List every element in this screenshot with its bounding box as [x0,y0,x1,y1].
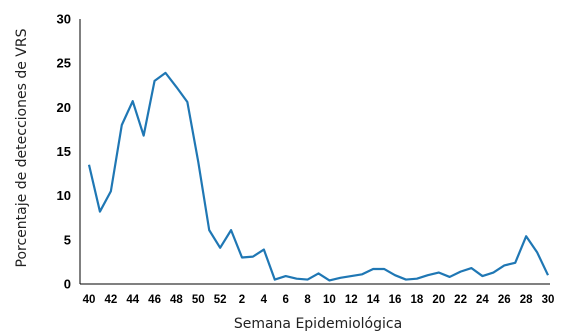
y-tick-label: 15 [57,144,71,159]
x-tick-label: 6 [283,294,289,306]
x-tick-label: 26 [498,294,511,306]
y-tick-label: 25 [57,56,71,71]
x-tick-label: 16 [389,294,402,306]
x-tick-label: 52 [214,294,227,306]
y-tick-label: 10 [57,188,71,203]
x-tick-label: 10 [323,294,336,306]
x-tick-label: 50 [192,294,205,306]
y-tick-label: 5 [64,232,71,247]
x-tick-label: 14 [367,294,380,306]
x-tick-label: 40 [83,294,96,306]
x-tick-label: 8 [304,294,311,306]
x-axis-label: Semana Epidemiológica [234,316,402,332]
x-tick-label: 24 [476,294,489,306]
series-group [87,71,549,282]
y-tick-labels: 0 5 10 15 20 25 30 [57,12,71,292]
x-tick-label: 12 [345,294,358,306]
y-tick-label: 20 [57,100,71,115]
y-axis-label: Porcentaje de detecciones de VRS [14,28,30,267]
x-tick-labels: 40 42 44 46 48 50 52 2 4 6 8 10 12 14 16 18 20 22 24 26 28 30 [83,294,555,306]
x-tick-label: 46 [148,294,161,306]
x-tick-label: 44 [126,294,139,306]
x-tick-label: 30 [542,294,555,306]
y-tick-label: 0 [64,277,71,292]
x-tick-label: 4 [261,294,268,306]
y-tick-label: 30 [57,12,71,27]
x-tick-label: 42 [104,294,117,306]
x-tick-label: 48 [170,294,183,306]
x-tick-label: 28 [520,294,533,306]
series-line [87,71,549,282]
x-tick-label: 18 [410,294,423,306]
x-tick-label: 22 [454,294,467,306]
x-tick-label: 20 [432,294,445,306]
x-tick-label: 2 [239,294,245,306]
